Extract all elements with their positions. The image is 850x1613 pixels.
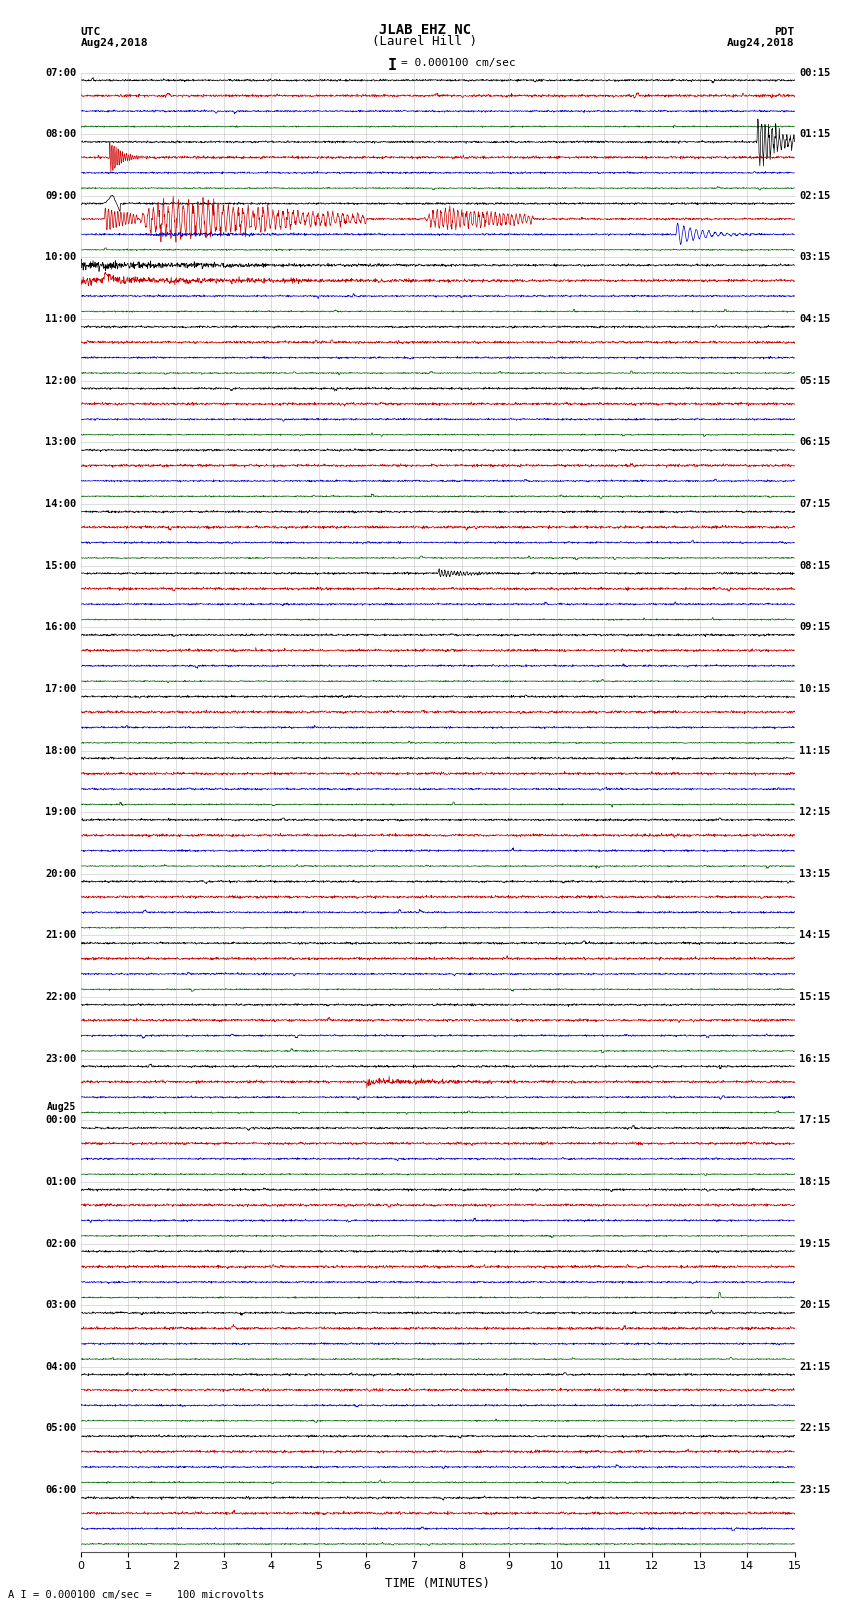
Text: 11:00: 11:00: [45, 315, 76, 324]
Text: 06:00: 06:00: [45, 1486, 76, 1495]
Text: 10:00: 10:00: [45, 253, 76, 263]
Text: I: I: [388, 58, 397, 73]
Text: 03:00: 03:00: [45, 1300, 76, 1310]
Text: 20:15: 20:15: [799, 1300, 830, 1310]
Text: 00:15: 00:15: [799, 68, 830, 77]
Text: 23:00: 23:00: [45, 1053, 76, 1063]
Text: 23:15: 23:15: [799, 1486, 830, 1495]
Text: JLAB EHZ NC: JLAB EHZ NC: [379, 23, 471, 37]
Text: 03:15: 03:15: [799, 253, 830, 263]
Text: Aug25: Aug25: [47, 1102, 76, 1113]
Text: 01:00: 01:00: [45, 1177, 76, 1187]
Text: 22:00: 22:00: [45, 992, 76, 1002]
Text: 15:15: 15:15: [799, 992, 830, 1002]
Text: UTC: UTC: [81, 27, 101, 37]
Text: 08:15: 08:15: [799, 561, 830, 571]
Text: 01:15: 01:15: [799, 129, 830, 139]
Text: 17:15: 17:15: [799, 1115, 830, 1126]
Text: 19:00: 19:00: [45, 806, 76, 818]
Text: 14:15: 14:15: [799, 931, 830, 940]
Text: 13:15: 13:15: [799, 869, 830, 879]
Text: 19:15: 19:15: [799, 1239, 830, 1248]
Text: Aug24,2018: Aug24,2018: [728, 39, 795, 48]
Text: 13:00: 13:00: [45, 437, 76, 447]
Text: 22:15: 22:15: [799, 1423, 830, 1434]
Text: 09:00: 09:00: [45, 190, 76, 202]
Text: Aug24,2018: Aug24,2018: [81, 39, 148, 48]
Text: 09:15: 09:15: [799, 623, 830, 632]
Text: 06:15: 06:15: [799, 437, 830, 447]
Text: 02:00: 02:00: [45, 1239, 76, 1248]
Text: 07:00: 07:00: [45, 68, 76, 77]
Text: 04:00: 04:00: [45, 1361, 76, 1371]
Text: 21:00: 21:00: [45, 931, 76, 940]
Text: 20:00: 20:00: [45, 869, 76, 879]
Text: 18:00: 18:00: [45, 745, 76, 755]
Text: 10:15: 10:15: [799, 684, 830, 694]
Text: A I = 0.000100 cm/sec =    100 microvolts: A I = 0.000100 cm/sec = 100 microvolts: [8, 1590, 264, 1600]
Text: 12:15: 12:15: [799, 806, 830, 818]
Text: 12:00: 12:00: [45, 376, 76, 386]
Text: 15:00: 15:00: [45, 561, 76, 571]
Text: (Laurel Hill ): (Laurel Hill ): [372, 35, 478, 48]
Text: 07:15: 07:15: [799, 498, 830, 510]
Text: 05:15: 05:15: [799, 376, 830, 386]
Text: 16:00: 16:00: [45, 623, 76, 632]
Text: 14:00: 14:00: [45, 498, 76, 510]
Text: 17:00: 17:00: [45, 684, 76, 694]
Text: 08:00: 08:00: [45, 129, 76, 139]
Text: 18:15: 18:15: [799, 1177, 830, 1187]
Text: 11:15: 11:15: [799, 745, 830, 755]
Text: 00:00: 00:00: [45, 1115, 76, 1126]
X-axis label: TIME (MINUTES): TIME (MINUTES): [385, 1578, 490, 1590]
Text: 02:15: 02:15: [799, 190, 830, 202]
Text: = 0.000100 cm/sec: = 0.000100 cm/sec: [401, 58, 516, 68]
Text: 16:15: 16:15: [799, 1053, 830, 1063]
Text: PDT: PDT: [774, 27, 795, 37]
Text: 04:15: 04:15: [799, 315, 830, 324]
Text: 21:15: 21:15: [799, 1361, 830, 1371]
Text: 05:00: 05:00: [45, 1423, 76, 1434]
